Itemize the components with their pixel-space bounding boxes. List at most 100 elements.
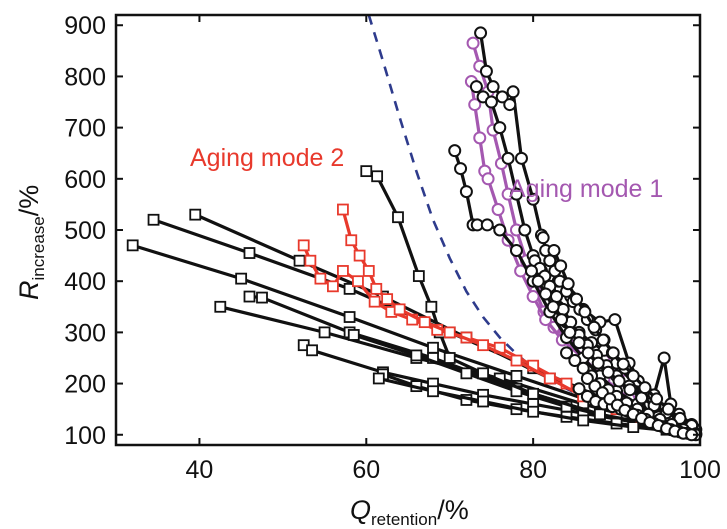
- data-point-circle: [466, 36, 480, 50]
- data-point-circle: [509, 187, 523, 201]
- data-point-circle: [547, 243, 561, 257]
- data-point-circle: [493, 223, 507, 237]
- y-axis-title-sub: increase: [29, 216, 48, 280]
- data-point-circle: [501, 151, 515, 165]
- data-point-circle: [657, 351, 671, 365]
- data-point-square: [353, 249, 366, 262]
- data-point-circle: [539, 287, 553, 301]
- data-point-circle: [459, 185, 473, 199]
- y-tick-label: 600: [64, 166, 106, 194]
- annotation-aging-mode-1: Aging mode 1: [509, 175, 663, 203]
- x-axis-title-unit: /%: [437, 495, 469, 525]
- series-mode1-black-10: [580, 371, 699, 442]
- data-point-square: [527, 405, 540, 418]
- data-point-square: [352, 275, 364, 288]
- y-tick-label: 300: [64, 319, 106, 347]
- data-point-circle: [526, 290, 540, 304]
- data-point-circle: [650, 392, 664, 406]
- data-point-square: [214, 300, 227, 313]
- series-mode1-black-6: [524, 264, 699, 433]
- data-point-square: [477, 395, 489, 408]
- data-point-square: [147, 213, 160, 226]
- data-point-circle: [524, 264, 538, 278]
- data-point-circle: [587, 320, 601, 334]
- data-point-square: [126, 239, 139, 252]
- data-point-circle: [580, 371, 594, 385]
- data-point-circle: [491, 203, 505, 217]
- data-point-circle: [503, 98, 517, 112]
- data-point-square: [243, 290, 256, 303]
- data-point-circle: [531, 274, 545, 288]
- y-axis-title-main: R: [14, 281, 44, 301]
- data-point-circle: [608, 313, 622, 327]
- data-point-square: [304, 254, 317, 267]
- y-axis-title-unit: /%: [14, 185, 44, 217]
- data-point-square: [510, 369, 523, 382]
- data-point-square: [343, 311, 356, 323]
- data-point-circle: [572, 382, 586, 396]
- data-point-square: [412, 270, 425, 282]
- data-point-square: [477, 367, 489, 380]
- data-point-circle: [486, 80, 500, 94]
- data-point-square: [318, 326, 331, 339]
- x-tick-label: 40: [186, 456, 214, 484]
- data-point-square: [427, 385, 439, 398]
- data-point-square: [347, 329, 360, 341]
- data-point-circle: [554, 259, 568, 273]
- y-tick-label: 800: [64, 63, 106, 91]
- data-point-square: [345, 234, 358, 247]
- data-point-circle: [601, 365, 615, 379]
- y-tick-label: 200: [64, 371, 106, 399]
- series-line: [475, 85, 685, 432]
- data-point-square: [510, 354, 523, 367]
- data-point-square: [381, 293, 394, 306]
- data-point-square: [371, 170, 384, 183]
- data-point-square: [392, 211, 404, 224]
- data-point-circle: [479, 64, 493, 78]
- data-point-circle: [612, 374, 626, 388]
- data-point-circle: [596, 333, 610, 347]
- data-point-circle: [480, 218, 494, 232]
- data-point-square: [577, 414, 590, 427]
- data-point-square: [410, 349, 423, 362]
- series-mode2-black-9: [372, 372, 690, 439]
- data-point-circle: [572, 336, 586, 350]
- data-point-circle: [581, 346, 595, 360]
- data-point-circle: [638, 381, 652, 395]
- data-point-circle: [484, 95, 498, 109]
- data-point-square: [256, 291, 268, 304]
- data-point-square: [393, 303, 406, 316]
- data-point-square: [527, 387, 540, 400]
- data-point-square: [297, 239, 310, 252]
- data-point-square: [337, 203, 349, 216]
- x-tick-label: 100: [679, 456, 721, 484]
- data-point-circle: [591, 356, 605, 370]
- data-point-circle: [561, 277, 575, 291]
- series-layer: [126, 26, 703, 442]
- x-tick-label: 60: [352, 456, 380, 484]
- data-point-circle: [518, 223, 532, 237]
- data-point-circle: [560, 346, 574, 360]
- data-point-square: [362, 265, 375, 277]
- data-point-circle: [626, 369, 640, 383]
- y-tick-label: 700: [64, 115, 106, 143]
- annotation-aging-mode-2: Aging mode 2: [190, 144, 344, 172]
- y-tick-label: 400: [64, 268, 106, 296]
- data-point-circle: [673, 411, 687, 425]
- data-point-circle: [536, 231, 550, 245]
- data-point-circle: [448, 144, 462, 158]
- data-point-circle: [546, 300, 560, 314]
- x-axis-title-main: Q: [350, 495, 371, 525]
- x-axis-title: Qretention/%: [350, 495, 469, 529]
- data-point-circle: [526, 192, 540, 206]
- data-point-square: [443, 326, 456, 339]
- data-point-square: [477, 339, 489, 352]
- data-point-circle: [616, 357, 630, 371]
- data-point-circle: [661, 402, 675, 416]
- data-point-square: [189, 208, 202, 221]
- data-point-square: [243, 247, 256, 259]
- data-point-square: [372, 372, 385, 385]
- data-point-circle: [473, 131, 487, 145]
- data-point-circle: [578, 305, 592, 319]
